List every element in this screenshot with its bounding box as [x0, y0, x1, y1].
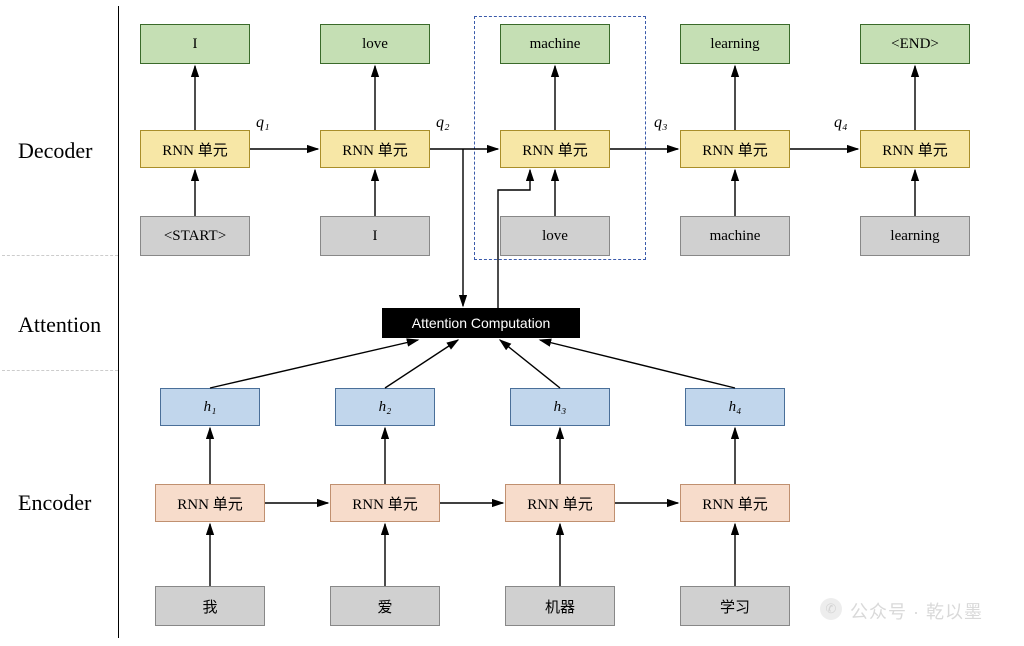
decoder-input-4: learning	[860, 216, 970, 256]
watermark-icon: ✆	[820, 598, 842, 620]
attention-label: Attention	[18, 312, 101, 338]
decoder-label: Decoder	[18, 138, 93, 164]
encoder-rnn-0: RNN 单元	[155, 484, 265, 522]
decoder-output-0: I	[140, 24, 250, 64]
decoder-output-4: <END>	[860, 24, 970, 64]
decoder-rnn-0: RNN 单元	[140, 130, 250, 168]
encoder-h-2: h₃	[510, 388, 610, 426]
encoder-label: Encoder	[18, 490, 91, 516]
encoder-input-2: 机器	[505, 586, 615, 626]
section-divider	[118, 6, 119, 638]
decoder-rnn-3: RNN 单元	[680, 130, 790, 168]
decoder-input-1: I	[320, 216, 430, 256]
decoder-input-0: <START>	[140, 216, 250, 256]
encoder-rnn-1: RNN 单元	[330, 484, 440, 522]
q-label-1: q₁	[256, 114, 270, 132]
q-label-3: q₃	[654, 114, 668, 132]
separator-2	[2, 370, 118, 371]
encoder-input-3: 学习	[680, 586, 790, 626]
decoder-rnn-1: RNN 单元	[320, 130, 430, 168]
decoder-input-2: love	[500, 216, 610, 256]
encoder-h-3: h₄	[685, 388, 785, 426]
q-label-2: q₂	[436, 114, 450, 132]
decoder-rnn-4: RNN 单元	[860, 130, 970, 168]
decoder-output-2: machine	[500, 24, 610, 64]
encoder-rnn-3: RNN 单元	[680, 484, 790, 522]
attention-box: Attention Computation	[382, 308, 580, 338]
decoder-output-1: love	[320, 24, 430, 64]
encoder-h-1: h₂	[335, 388, 435, 426]
watermark-text: 公众号 · 乾以墨	[850, 598, 983, 624]
encoder-h-0: h₁	[160, 388, 260, 426]
separator-1	[2, 255, 118, 256]
decoder-input-3: machine	[680, 216, 790, 256]
encoder-rnn-2: RNN 单元	[505, 484, 615, 522]
decoder-rnn-2: RNN 单元	[500, 130, 610, 168]
q-label-4: q₄	[834, 114, 848, 132]
encoder-input-1: 爱	[330, 586, 440, 626]
decoder-output-3: learning	[680, 24, 790, 64]
encoder-input-0: 我	[155, 586, 265, 626]
